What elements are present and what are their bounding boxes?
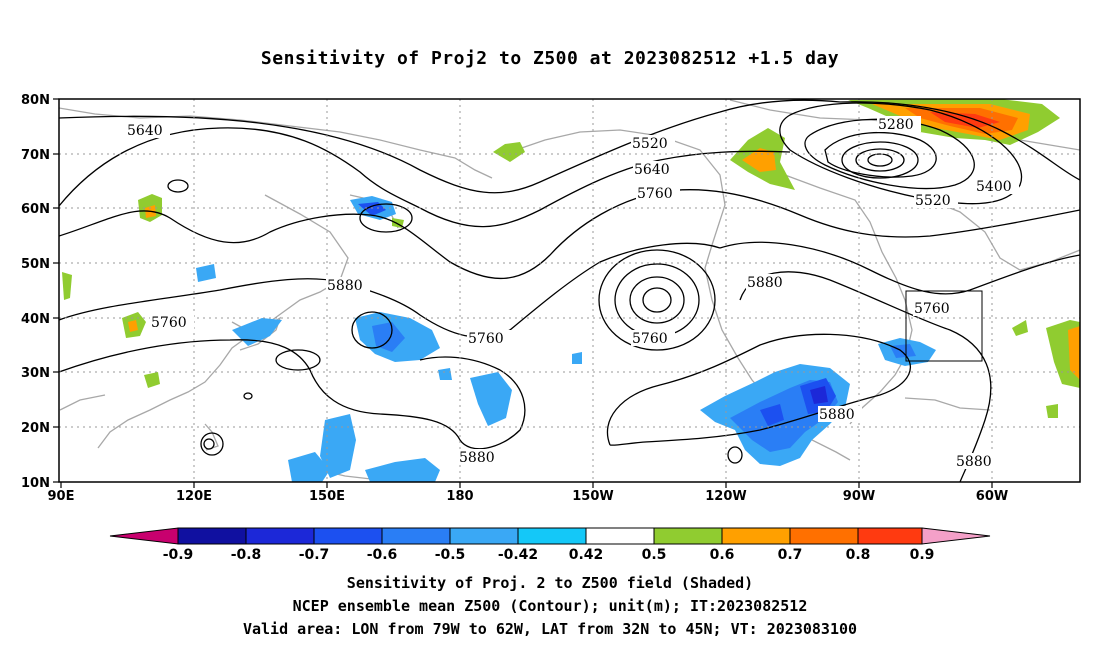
lat-label: 70N — [21, 148, 50, 163]
colorbar-label: 0.7 — [778, 547, 803, 563]
contour-label: 5760 — [914, 301, 950, 317]
colorbar-label: -0.42 — [498, 547, 538, 563]
contour-5640-east — [839, 101, 1080, 181]
colorbar-label: 0.8 — [846, 547, 871, 563]
colorbar-label: -0.6 — [367, 547, 398, 563]
longitude-labels: 90E 120E 150E 180 150W 120W 90W 60W — [48, 489, 1009, 504]
lon-label: 90W — [843, 489, 875, 504]
contour-5280 — [824, 132, 937, 178]
contour-5880-east — [739, 271, 992, 482]
colorbar-swatch — [517, 527, 587, 545]
caption: Sensitivity of Proj. 2 to Z500 field (Sh… — [0, 572, 1100, 641]
lon-label: 120W — [705, 489, 746, 504]
colorbar-low-arrow — [109, 527, 179, 545]
contour-label: 5760 — [632, 331, 668, 347]
colorbar — [109, 527, 991, 545]
lat-label: 40N — [21, 312, 50, 327]
lat-lon-grid — [59, 99, 1080, 482]
caption-line-shading: Sensitivity of Proj. 2 to Z500 field (Sh… — [346, 574, 754, 592]
contour-5760-east — [719, 241, 1080, 295]
colorbar-label: -0.7 — [299, 547, 330, 563]
colorbar-swatch — [585, 527, 655, 545]
colorbar-high-arrow — [921, 527, 991, 545]
colorbar-labels: -0.9 -0.8 -0.7 -0.6 -0.5 -0.42 0.42 0.5 … — [163, 547, 935, 563]
lat-label: 10N — [21, 476, 50, 491]
contour-label: 5880 — [327, 278, 363, 294]
axis-ticks — [53, 98, 993, 488]
contour-5520-north — [59, 99, 841, 194]
lat-label: 20N — [21, 421, 50, 436]
colorbar-swatch — [653, 527, 723, 545]
contour-5880-gulf — [606, 333, 912, 446]
lon-label: 150E — [309, 489, 345, 504]
contour-5880-west — [59, 242, 721, 338]
colorbar-label: -0.5 — [435, 547, 466, 563]
contour-label: 5880 — [459, 450, 495, 466]
caption-line-contour: NCEP ensemble mean Z500 (Contour); unit(… — [292, 597, 808, 615]
sensitivity-shading — [62, 99, 1080, 482]
colorbar-swatch — [177, 527, 247, 545]
colorbar-swatch — [721, 527, 791, 545]
lon-label: 120E — [176, 489, 212, 504]
contour-label: 5760 — [151, 315, 187, 331]
contour-5760-mid — [59, 189, 1080, 280]
map-title: Sensitivity of Proj2 to Z500 at 20230825… — [260, 48, 840, 69]
contour-label: 5640 — [127, 123, 163, 139]
contour-label: 5880 — [819, 407, 855, 423]
z500-contours — [59, 99, 1080, 482]
contour-label: 5400 — [976, 179, 1012, 195]
colorbar-swatch — [789, 527, 859, 545]
colorbar-swatch — [313, 527, 383, 545]
colorbar-label: -0.9 — [163, 547, 194, 563]
colorbar-label: 0.9 — [910, 547, 935, 563]
lat-label: 60N — [21, 202, 50, 217]
colorbar-label: 0.6 — [710, 547, 735, 563]
contour-label: 5280 — [878, 117, 914, 133]
contour-label: 5760 — [637, 186, 673, 202]
lon-label: 90E — [48, 489, 75, 504]
lat-label: 30N — [21, 366, 50, 381]
lon-label: 150W — [572, 489, 613, 504]
coastlines — [59, 99, 1080, 481]
lat-label: 80N — [21, 93, 50, 108]
contour-label: 5880 — [747, 275, 783, 291]
colorbar-swatch — [245, 527, 315, 545]
lon-label: 180 — [446, 489, 473, 504]
colorbar-label: -0.8 — [231, 547, 262, 563]
lon-label: 60W — [976, 489, 1008, 504]
colorbar-swatch — [857, 527, 923, 545]
latitude-labels: 80N 70N 60N 50N 40N 30N 20N 10N — [21, 93, 50, 491]
colorbar-label: 0.5 — [642, 547, 667, 563]
contour-label: 5520 — [915, 193, 951, 209]
contour-5880-south — [59, 339, 526, 450]
closed-low-pacific — [598, 249, 716, 351]
colorbar-swatch — [381, 527, 451, 545]
caption-line-valid-area: Valid area: LON from 79W to 62W, LAT fro… — [242, 620, 858, 638]
contour-label: 5520 — [632, 136, 668, 152]
contour-labels: 5640 5760 5880 5760 5880 5520 5640 5760 … — [126, 116, 1019, 470]
colorbar-swatch — [449, 527, 519, 545]
contour-label: 5640 — [634, 162, 670, 178]
valid-area-box — [905, 290, 983, 362]
contour-5520-east — [779, 102, 1023, 205]
contour-label: 5880 — [956, 454, 992, 470]
contour-label: 5760 — [468, 331, 504, 347]
plot-frame — [58, 98, 1081, 483]
lat-label: 50N — [21, 257, 50, 272]
colorbar-label: 0.42 — [569, 547, 604, 563]
